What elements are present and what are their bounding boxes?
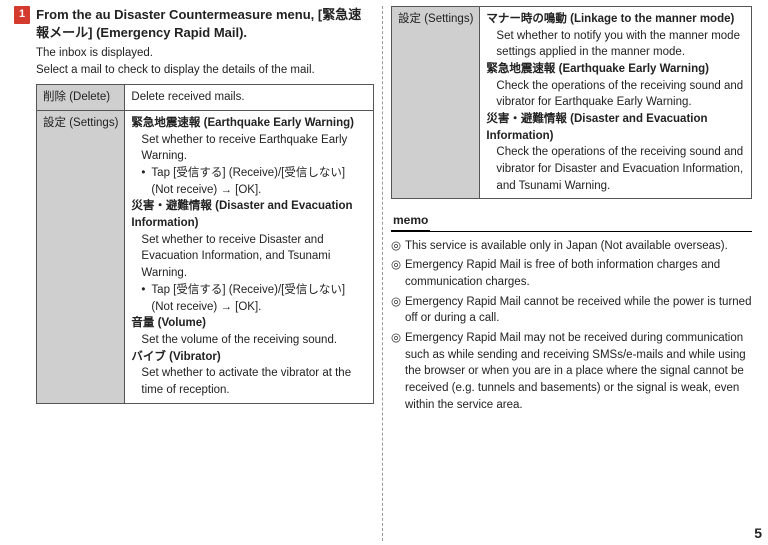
step-title: From the au Disaster Countermeasure menu… — [36, 6, 374, 41]
bullet-icon: • — [141, 282, 151, 315]
memo-item-2: Emergency Rapid Mail is free of both inf… — [405, 257, 752, 290]
row-settings-label: 設定 (Settings) — [37, 111, 125, 403]
eq-warning-desc-right: Check the operations of the receiving so… — [486, 78, 745, 111]
disaster-head: 災害・避難情報 (Disaster and Evacuation Informa… — [131, 200, 352, 229]
manner-head: マナー時の鳴動 (Linkage to the manner mode) — [486, 13, 734, 25]
disaster-desc: Set whether to receive Disaster and Evac… — [131, 232, 367, 282]
row-settings-content: 緊急地震速報 (Earthquake Early Warning) Set wh… — [125, 111, 374, 403]
settings-table-right: 設定 (Settings) マナー時の鳴動 (Linkage to the ma… — [391, 6, 752, 199]
volume-desc: Set the volume of the receiving sound. — [131, 332, 367, 349]
bullet-icon: • — [141, 165, 151, 198]
row-delete-desc: Delete received mails. — [125, 85, 374, 111]
memo-heading: memo — [391, 211, 430, 231]
step-body-line1: The inbox is displayed. — [36, 45, 374, 62]
page-number: 5 — [754, 523, 762, 543]
eq-warning-desc: Set whether to receive Earthquake Early … — [131, 132, 367, 165]
settings-table-left: 削除 (Delete) Delete received mails. 設定 (S… — [36, 84, 374, 403]
row-delete-label: 削除 (Delete) — [37, 85, 125, 111]
memo-divider — [391, 231, 752, 232]
eq-warning-head: 緊急地震速報 (Earthquake Early Warning) — [131, 117, 354, 129]
vibrator-desc: Set whether to activate the vibrator at … — [131, 365, 367, 398]
disaster-bullet: Tap [受信する] (Receive)/[受信しない] (Not receiv… — [151, 282, 367, 315]
memo-bullet-icon: ◎ — [391, 330, 405, 413]
vibrator-head: バイブ (Vibrator) — [131, 351, 220, 363]
disaster-desc-right: Check the operations of the receiving so… — [486, 144, 745, 194]
eq-warning-head-right: 緊急地震速報 (Earthquake Early Warning) — [486, 63, 709, 75]
row-settings-content-right: マナー時の鳴動 (Linkage to the manner mode) Set… — [480, 7, 752, 199]
memo-item-1: This service is available only in Japan … — [405, 238, 752, 255]
disaster-head-right: 災害・避難情報 (Disaster and Evacuation Informa… — [486, 113, 707, 142]
manner-desc: Set whether to notify you with the manne… — [486, 28, 745, 61]
memo-bullet-icon: ◎ — [391, 257, 405, 290]
volume-head: 音量 (Volume) — [131, 317, 206, 329]
memo-item-3: Emergency Rapid Mail cannot be received … — [405, 294, 752, 327]
step-body-line2: Select a mail to check to display the de… — [36, 62, 374, 79]
memo-bullet-icon: ◎ — [391, 294, 405, 327]
memo-item-4: Emergency Rapid Mail may not be received… — [405, 330, 752, 413]
step-badge: 1 — [14, 6, 30, 24]
memo-bullet-icon: ◎ — [391, 238, 405, 255]
eq-warning-bullet: Tap [受信する] (Receive)/[受信しない] (Not receiv… — [151, 165, 367, 198]
row-settings-label-right: 設定 (Settings) — [392, 7, 480, 199]
